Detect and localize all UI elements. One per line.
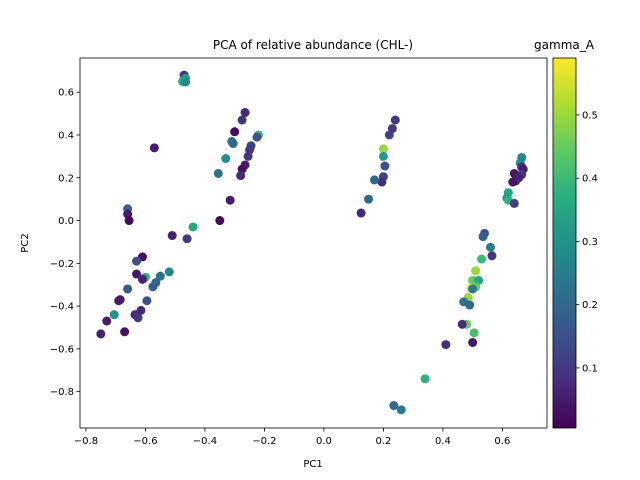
data-point-11: [228, 139, 238, 149]
data-point-56: [377, 177, 387, 187]
data-point-54: [380, 161, 390, 171]
data-point-90: [468, 337, 478, 347]
data-point-24: [167, 231, 177, 241]
data-point-19: [213, 168, 223, 178]
data-point-53: [378, 151, 388, 161]
data-point-18: [236, 171, 246, 181]
data-point-23: [188, 222, 198, 232]
x-tick-label: −0.6: [133, 436, 157, 447]
data-point-25: [182, 234, 192, 244]
data-point-72: [509, 198, 519, 208]
data-point-78: [471, 266, 481, 276]
data-point-92: [420, 374, 430, 384]
data-point-47: [120, 327, 130, 337]
data-point-33: [137, 274, 147, 284]
data-point-14: [221, 154, 231, 164]
colorbar-ticks: 0.1 0.2 0.3 0.4 0.5: [576, 110, 598, 374]
data-point-20: [225, 195, 235, 205]
data-point-94: [396, 405, 406, 415]
data-point-9: [252, 132, 262, 142]
colorbar: 0.1 0.2 0.3 0.4 0.5 gamma_A: [534, 38, 598, 429]
data-point-58: [364, 194, 374, 204]
x-axis-label: PC1: [303, 459, 322, 470]
data-point-21: [149, 143, 159, 153]
y-tick-label: −0.6: [50, 344, 74, 355]
data-point-15: [243, 151, 253, 161]
data-point-30: [132, 256, 142, 266]
data-point-37: [148, 282, 158, 292]
plot-area: −0.8 −0.6 −0.4 −0.2 0.0 0.2 0.4 0.6 −0.8−0.6−0.…: [50, 57, 548, 447]
colorbar-tick-label: 0.3: [582, 237, 598, 248]
data-point-76: [487, 251, 497, 261]
data-point-52: [378, 144, 388, 154]
chart-title: PCA of relative abundance (CHL-): [213, 38, 413, 52]
data-point-86: [465, 300, 475, 310]
colorbar-tick-label: 0.4: [582, 174, 598, 185]
data-point-57: [369, 175, 379, 185]
data-point-6: [237, 115, 247, 125]
y-tick-label: −0.4: [50, 302, 74, 313]
colorbar-tick-label: 0.1: [582, 363, 598, 374]
colorbar-tick-label: 0.2: [582, 300, 598, 311]
data-point-49: [390, 115, 400, 125]
y-axis-label: PC2: [20, 233, 31, 252]
data-point-48: [96, 329, 106, 339]
y-tick-label: 0.6: [58, 88, 74, 99]
data-point-41: [142, 296, 152, 306]
data-point-89: [469, 328, 479, 338]
data-point-38: [123, 284, 133, 294]
colorbar-tick-label: 0.5: [582, 110, 598, 121]
y-tick-label: −0.2: [50, 259, 74, 270]
data-point-91: [441, 340, 451, 350]
x-tick-label: 0.2: [375, 436, 391, 447]
colorbar-title: gamma_A: [534, 38, 595, 52]
colorbar-gradient: [552, 57, 577, 429]
y-tick-label: 0.4: [58, 130, 74, 141]
x-axis: −0.8 −0.6 −0.4 −0.2 0.0 0.2 0.4 0.6: [74, 428, 510, 447]
y-axis: −0.8 −0.6 −0.4 −0.2 0.0 0.2 0.4 0.6: [50, 88, 80, 398]
data-point-51: [384, 130, 394, 140]
data-point-59: [356, 208, 366, 218]
data-point-40: [114, 296, 124, 306]
data-point-45: [109, 310, 119, 320]
x-tick-label: 0.0: [316, 436, 332, 447]
plot-background: [80, 58, 547, 428]
data-point-88: [457, 319, 467, 329]
x-tick-label: −0.2: [252, 436, 276, 447]
data-point-74: [478, 232, 488, 242]
data-point-7: [230, 127, 240, 137]
x-tick-label: 0.6: [494, 436, 510, 447]
data-point-31: [132, 269, 142, 279]
data-point-35: [164, 267, 174, 277]
data-point-46: [102, 316, 112, 326]
data-point-28: [124, 216, 134, 226]
x-tick-label: 0.4: [435, 436, 451, 447]
y-tick-label: −0.8: [50, 387, 74, 398]
x-tick-label: −0.4: [193, 436, 217, 447]
data-point-22: [215, 216, 225, 226]
data-point-44: [133, 313, 143, 323]
data-point-5: [240, 108, 250, 118]
data-point-93: [389, 401, 399, 411]
data-point-34: [155, 271, 165, 281]
data-point-4: [181, 77, 191, 87]
points-layer: [96, 70, 528, 415]
x-tick-label: −0.8: [74, 436, 98, 447]
data-point-75: [485, 242, 495, 252]
data-point-83: [468, 284, 478, 294]
y-tick-label: 0.2: [58, 173, 74, 184]
data-point-68: [508, 177, 518, 187]
y-tick-label: 0.0: [58, 216, 74, 227]
data-point-77: [477, 254, 487, 264]
plot-frame: [79, 57, 548, 429]
